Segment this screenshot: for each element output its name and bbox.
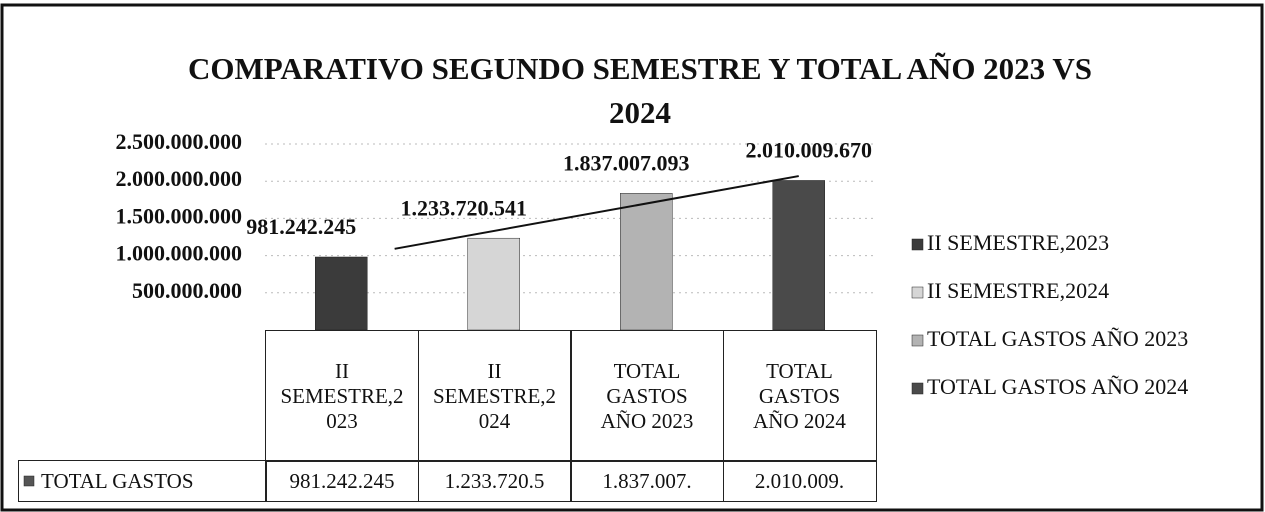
legend-label: II SEMESTRE,2023 bbox=[927, 230, 1109, 255]
legend-label: TOTAL GASTOS AÑO 2024 bbox=[927, 374, 1188, 399]
y-tick-label: 1.000.000.000 bbox=[116, 241, 243, 266]
table-header-cell: TOTAL GASTOS AÑO 2023 bbox=[570, 330, 724, 462]
bar bbox=[315, 256, 368, 331]
table-value-cell: 2.010.009. bbox=[722, 460, 877, 502]
table-value-cell: 1.837.007. bbox=[570, 460, 724, 502]
table-row-swatch bbox=[23, 475, 35, 487]
table-value-cell: 1.233.720.5 bbox=[417, 460, 572, 502]
table-header-cell: II SEMESTRE,2023 bbox=[265, 330, 419, 462]
legend-swatch bbox=[911, 334, 924, 347]
bar bbox=[772, 180, 825, 331]
table-row-label: TOTAL GASTOS bbox=[18, 460, 267, 502]
legend-label: TOTAL GASTOS AÑO 2023 bbox=[927, 326, 1188, 351]
legend-swatch bbox=[911, 238, 924, 251]
legend-label: II SEMESTRE,2024 bbox=[927, 278, 1109, 303]
data-label: 981.242.245 bbox=[246, 214, 356, 239]
bar bbox=[620, 193, 673, 331]
trend-line bbox=[394, 175, 799, 250]
data-label: 2.010.009.670 bbox=[746, 138, 873, 163]
y-tick-label: 2.500.000.000 bbox=[116, 129, 243, 154]
table-header-cell: TOTAL GASTOS AÑO 2024 bbox=[722, 330, 877, 462]
y-tick-label: 1.500.000.000 bbox=[116, 203, 243, 228]
legend-swatch bbox=[911, 382, 924, 395]
table-value-cell: 981.242.245 bbox=[265, 460, 419, 502]
y-tick-label: 500.000.000 bbox=[132, 278, 242, 303]
bar bbox=[467, 237, 520, 331]
data-label: 1.233.720.541 bbox=[401, 195, 528, 220]
y-tick-label: 2.000.000.000 bbox=[116, 166, 243, 191]
table-header-cell: II SEMESTRE,2024 bbox=[417, 330, 572, 462]
data-label: 1.837.007.093 bbox=[563, 150, 690, 175]
legend-swatch bbox=[911, 286, 924, 299]
chart-title: COMPARATIVO SEGUNDO SEMESTRE Y TOTAL AÑO… bbox=[188, 51, 1092, 130]
chart-frame bbox=[0, 3, 1264, 512]
